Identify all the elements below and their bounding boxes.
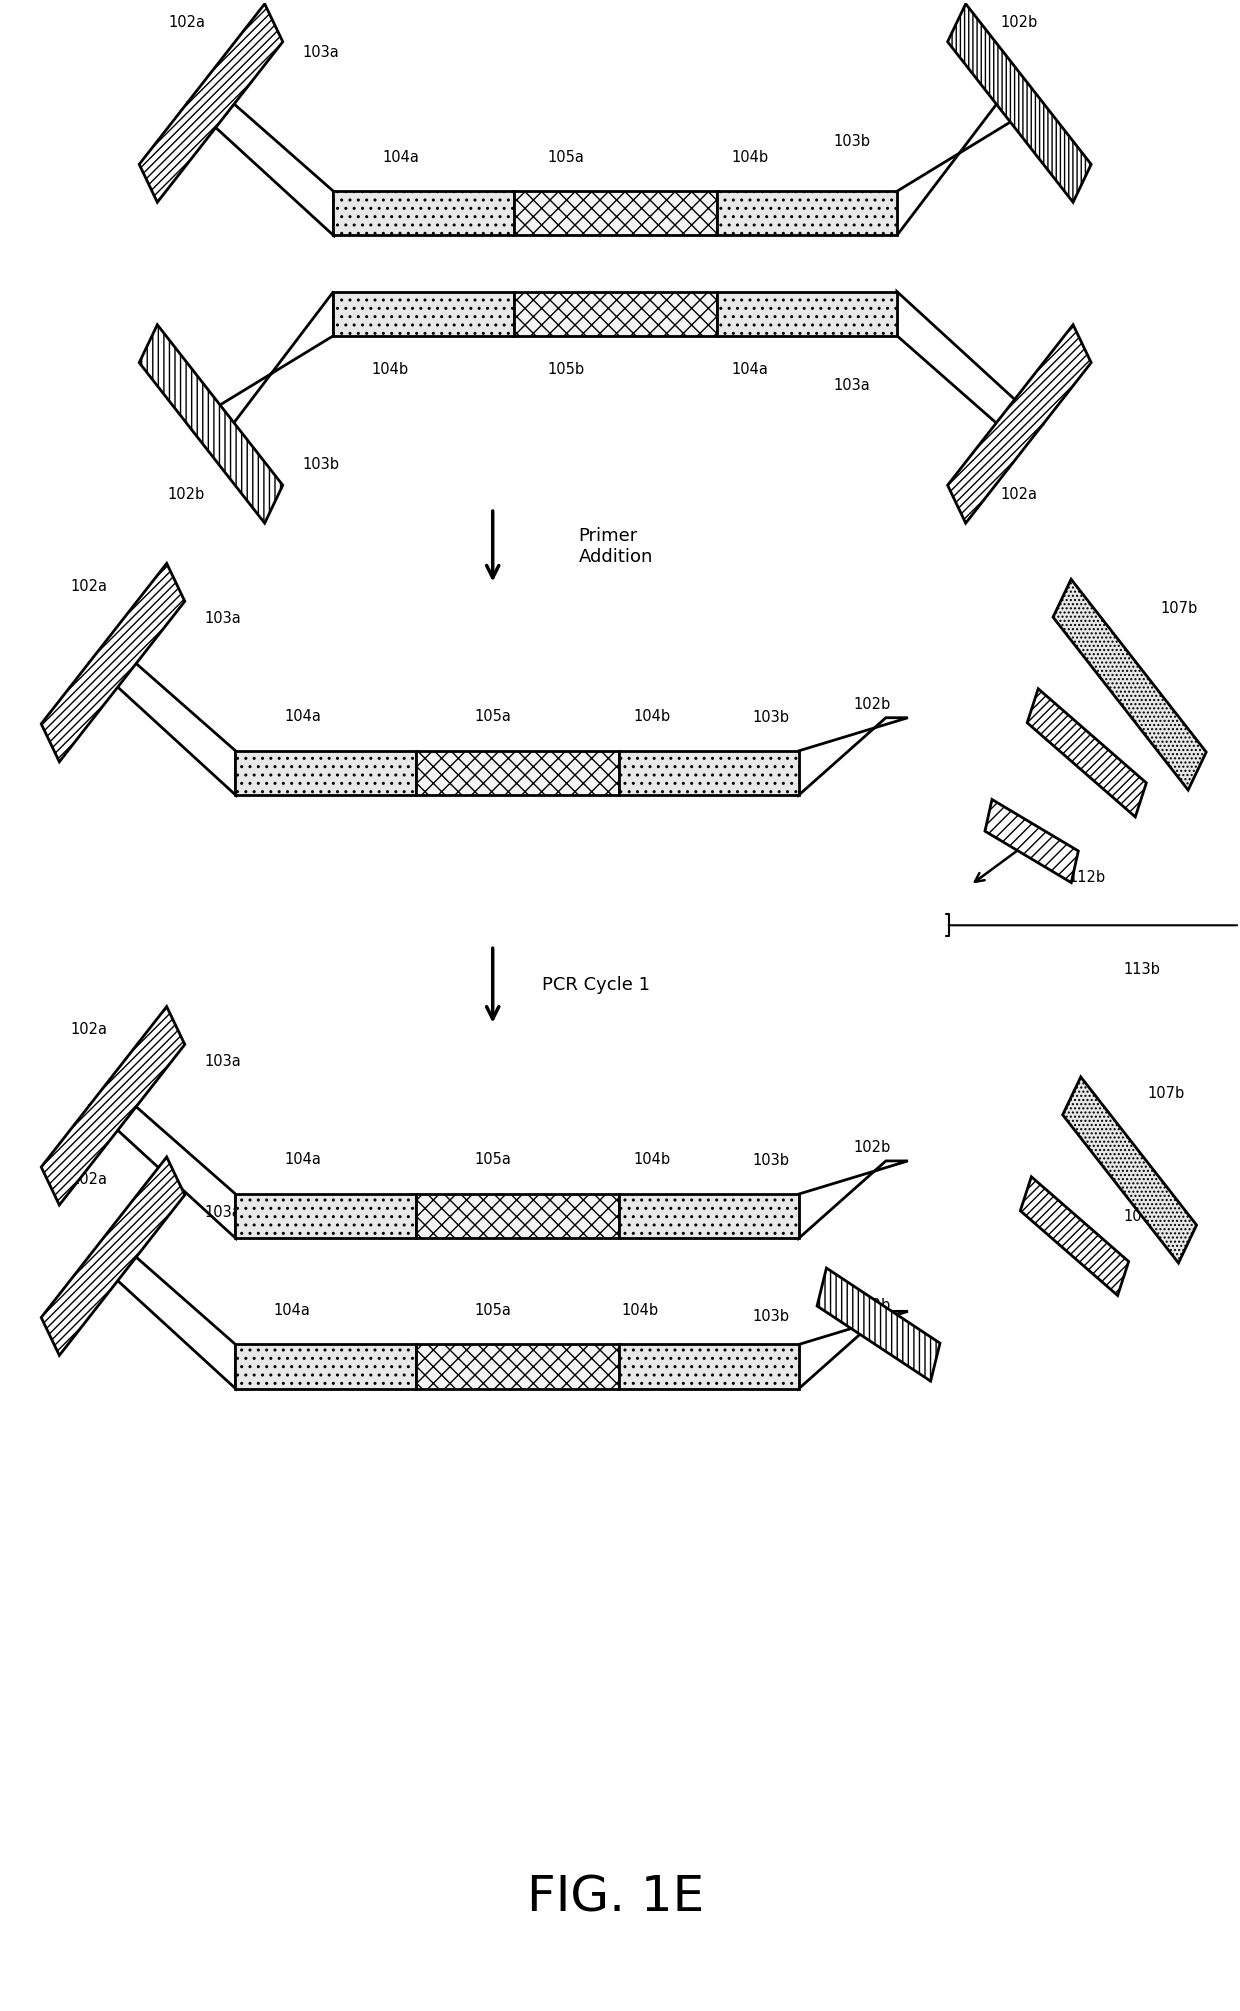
Polygon shape <box>799 1160 908 1239</box>
Bar <box>947 324 1091 523</box>
Bar <box>236 1345 415 1388</box>
Bar <box>947 4 1091 203</box>
Bar <box>817 1269 940 1382</box>
Bar <box>139 324 283 523</box>
Text: 102a: 102a <box>167 16 205 30</box>
Text: 103a: 103a <box>303 46 340 60</box>
Text: 102b: 102b <box>167 487 205 501</box>
Bar <box>1063 1078 1197 1263</box>
Bar <box>415 1195 619 1239</box>
Text: 104b: 104b <box>371 362 408 378</box>
Text: 104a: 104a <box>285 710 321 724</box>
Text: 102b: 102b <box>854 698 892 712</box>
Bar <box>415 750 619 794</box>
Text: Primer
Addition: Primer Addition <box>578 527 652 565</box>
Bar <box>415 1345 619 1388</box>
Bar <box>139 4 283 203</box>
Bar <box>513 292 717 336</box>
Text: 113b: 113b <box>1123 961 1161 977</box>
Text: 103a: 103a <box>205 1205 242 1219</box>
Bar <box>513 191 717 235</box>
Text: 103a: 103a <box>205 611 242 625</box>
Text: 104a: 104a <box>273 1303 310 1317</box>
Text: 103b: 103b <box>303 456 340 471</box>
Text: 105a: 105a <box>474 710 511 724</box>
Text: 103b: 103b <box>753 1309 789 1325</box>
Text: 104b: 104b <box>621 1303 658 1317</box>
Text: 112b: 112b <box>1068 869 1105 885</box>
Bar <box>41 1156 185 1355</box>
Text: 105a: 105a <box>474 1303 511 1317</box>
Text: 104b: 104b <box>634 710 671 724</box>
Text: 103a: 103a <box>833 378 870 392</box>
Text: 107b: 107b <box>1159 601 1198 615</box>
Text: 102a: 102a <box>1001 487 1038 501</box>
Bar <box>41 1008 185 1205</box>
Text: 104b: 104b <box>634 1152 671 1168</box>
Polygon shape <box>799 718 908 794</box>
Polygon shape <box>91 662 236 794</box>
Text: 105a: 105a <box>474 1152 511 1168</box>
Bar <box>1053 579 1207 790</box>
Text: 106b: 106b <box>1148 726 1185 740</box>
Text: 102a: 102a <box>69 1172 107 1186</box>
Text: 104b: 104b <box>732 149 769 165</box>
Text: 105b: 105b <box>548 362 585 378</box>
Text: 103b: 103b <box>833 135 870 149</box>
Text: FIG. 1E: FIG. 1E <box>527 1874 704 1923</box>
Polygon shape <box>91 1106 236 1239</box>
Bar <box>1021 1176 1128 1295</box>
Polygon shape <box>799 1311 908 1388</box>
Text: 105a: 105a <box>548 149 584 165</box>
Polygon shape <box>897 103 1042 235</box>
Text: 103a: 103a <box>205 1054 242 1070</box>
Bar <box>717 191 897 235</box>
Polygon shape <box>91 1257 236 1388</box>
Text: 107b: 107b <box>1148 1086 1185 1102</box>
Polygon shape <box>188 292 334 424</box>
Bar <box>334 191 513 235</box>
Text: 104a: 104a <box>732 362 769 378</box>
Text: 102b: 102b <box>854 1299 892 1313</box>
Text: 103b: 103b <box>753 1154 789 1168</box>
Polygon shape <box>188 103 334 235</box>
Text: 102a: 102a <box>69 579 107 593</box>
Bar <box>619 1345 799 1388</box>
Text: 102b: 102b <box>1001 16 1038 30</box>
Bar <box>1027 688 1146 816</box>
Bar <box>41 563 185 762</box>
Polygon shape <box>897 292 1042 424</box>
Bar <box>236 1195 415 1239</box>
Bar <box>717 292 897 336</box>
Text: 103b: 103b <box>753 710 789 726</box>
Bar <box>619 750 799 794</box>
Text: 106b: 106b <box>1123 1209 1161 1223</box>
Text: 102a: 102a <box>69 1022 107 1038</box>
Bar <box>619 1195 799 1239</box>
Text: 102b: 102b <box>854 1140 892 1154</box>
Bar <box>236 750 415 794</box>
Text: 104a: 104a <box>383 149 419 165</box>
Text: PCR Cycle 1: PCR Cycle 1 <box>542 977 650 995</box>
Bar <box>985 800 1079 883</box>
Text: 104a: 104a <box>285 1152 321 1168</box>
Bar <box>334 292 513 336</box>
